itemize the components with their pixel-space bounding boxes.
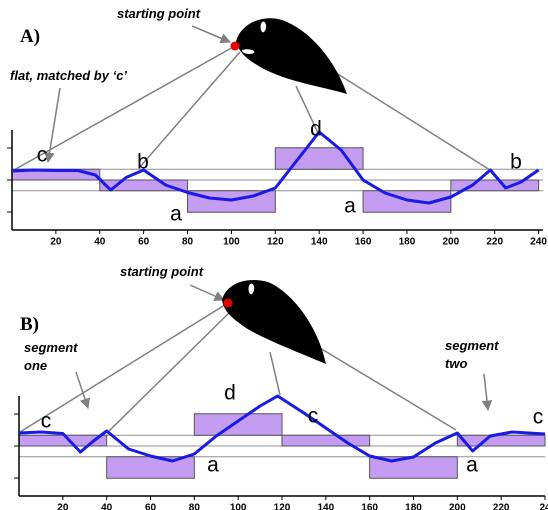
- x-tick-label: 80: [189, 503, 201, 510]
- annotation: starting point: [120, 264, 204, 279]
- segment-letter: c: [37, 144, 48, 167]
- segment-letter: d: [310, 118, 322, 141]
- x-tick-label: 240: [530, 237, 547, 248]
- x-tick-label: 80: [182, 237, 194, 248]
- x-tick-label: 40: [94, 237, 106, 248]
- annotation: one: [24, 358, 47, 373]
- segment-letter: a: [207, 454, 219, 477]
- x-tick-label: 140: [317, 503, 334, 510]
- segment-letter: b: [510, 151, 522, 174]
- figure: 20 40 60 80 100 120 140 160 180 200 220 240 c b a d a b st…: [0, 0, 548, 510]
- annotation: starting point: [117, 6, 201, 21]
- segment-letter: a: [170, 203, 182, 226]
- segment-letter: c: [308, 405, 319, 428]
- annotation: segment: [24, 340, 78, 355]
- annotation: segment: [445, 338, 499, 353]
- start-dot-a: [231, 42, 240, 51]
- x-tick-label: 200: [449, 503, 466, 510]
- x-tick-label: 120: [274, 503, 291, 510]
- segment-box: [275, 148, 363, 170]
- panel-label: B): [20, 314, 39, 335]
- x-tick-label: 140: [311, 237, 328, 248]
- x-tick-label: 180: [399, 237, 416, 248]
- annotation: flat, matched by ‘c’: [10, 68, 127, 83]
- x-tick-label: 60: [145, 503, 157, 510]
- x-tick-label: 220: [493, 503, 510, 510]
- segment-letter: a: [344, 195, 356, 218]
- segment-box: [107, 457, 195, 479]
- segment-letter: c: [533, 406, 544, 429]
- segment-box: [457, 435, 545, 446]
- x-tick-label: 200: [442, 237, 459, 248]
- segment-letter: a: [466, 454, 478, 477]
- panel-label: A): [20, 26, 40, 47]
- x-tick-label: 100: [223, 237, 240, 248]
- x-tick-label: 180: [405, 503, 422, 510]
- x-tick-label: 100: [230, 503, 247, 510]
- segment-box: [194, 414, 282, 436]
- shape-b: [222, 280, 326, 364]
- segment-letter: d: [224, 382, 236, 405]
- shape-a: [236, 18, 347, 94]
- annotation: two: [445, 356, 467, 371]
- x-tick-label: 160: [361, 503, 378, 510]
- x-tick-label: 40: [101, 503, 113, 510]
- start-dot-b: [224, 299, 233, 308]
- x-tick-label: 60: [138, 237, 150, 248]
- x-tick-label: 220: [486, 237, 503, 248]
- x-tick-label: 120: [267, 237, 284, 248]
- x-tick-label: 20: [50, 237, 62, 248]
- x-tick-label: 20: [57, 503, 69, 510]
- segment-letter: c: [41, 410, 52, 433]
- x-tick-label: 160: [355, 237, 372, 248]
- segment-box: [282, 435, 370, 446]
- x-tick-label: 24: [539, 503, 548, 510]
- segment-letter: b: [137, 151, 149, 174]
